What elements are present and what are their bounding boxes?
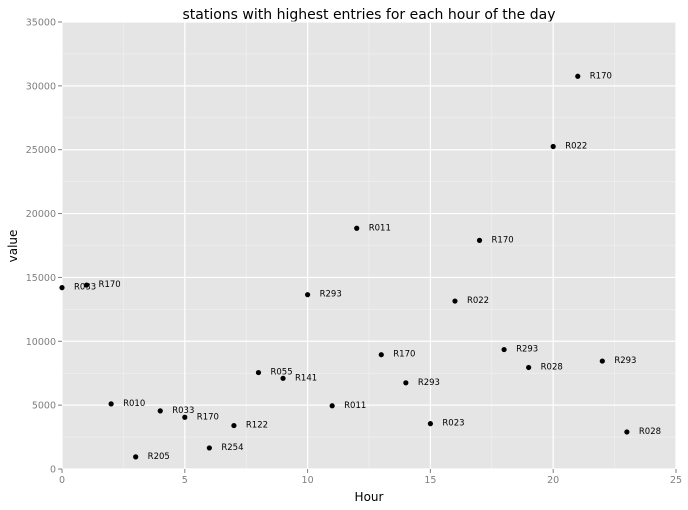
data-point (452, 298, 458, 304)
y-tick-label: 30000 (26, 81, 56, 92)
data-point-label: R122 (246, 421, 268, 431)
data-point-label: R205 (148, 452, 170, 462)
y-tick-label: 20000 (26, 209, 56, 220)
data-point (624, 429, 630, 435)
data-point (526, 364, 532, 371)
data-point (575, 73, 581, 79)
data-point (305, 292, 311, 298)
data-point-label: R028 (639, 427, 661, 437)
y-axis-label: value (6, 230, 20, 263)
data-point-label: R141 (295, 373, 317, 383)
data-point (476, 237, 483, 243)
data-point-label: R022 (467, 296, 489, 306)
data-point-label: R170 (197, 412, 219, 422)
data-point-label: R254 (221, 443, 243, 453)
y-axis-ticks: 0 5000 10000 15000 20000 25000 30000 35000 (26, 18, 62, 476)
data-point (378, 352, 384, 358)
x-tick-label: 5 (182, 475, 188, 486)
data-point (206, 445, 212, 451)
data-point (83, 282, 90, 288)
data-point-label: R170 (492, 235, 514, 245)
data-point (329, 403, 335, 409)
data-point-label: R033 (74, 283, 96, 293)
data-point (354, 225, 360, 231)
data-point-label: R293 (418, 378, 440, 388)
data-point (157, 408, 163, 414)
data-point-labels: R033 R170R010R205R033R170R254R122R055R141… (74, 71, 661, 462)
data-point-label: R011 (369, 223, 391, 233)
data-point (280, 375, 286, 381)
x-tick-label: 0 (59, 475, 65, 486)
y-tick-label: 5000 (32, 401, 56, 412)
data-point (182, 414, 188, 420)
data-points (59, 73, 630, 460)
data-point (255, 369, 262, 376)
data-point-label: R010 (123, 399, 145, 409)
y-tick-label: 25000 (26, 145, 56, 156)
x-tick-label: 15 (424, 475, 436, 486)
data-point-label: R170 (393, 350, 415, 360)
data-point-label: R033 (172, 406, 194, 416)
data-point (599, 358, 605, 364)
data-point-label: R055 (270, 368, 292, 378)
y-tick-label: 0 (50, 465, 56, 476)
data-point-label: R293 (516, 345, 538, 355)
data-point (427, 421, 433, 427)
chart-title: stations with highest entries for each h… (183, 7, 556, 23)
x-tick-label: 20 (547, 475, 559, 486)
y-tick-label: 15000 (26, 273, 56, 284)
data-point (403, 380, 409, 386)
data-point-label: R023 (442, 419, 464, 429)
x-tick-label: 10 (302, 475, 314, 486)
x-axis-label: Hour (355, 490, 384, 504)
data-point (133, 454, 139, 460)
major-gridlines (61, 21, 677, 470)
data-point-label: R170 (590, 71, 612, 81)
data-point (108, 401, 114, 407)
data-point (59, 285, 65, 291)
data-point (231, 422, 237, 429)
x-tick-label: 25 (670, 475, 682, 486)
data-point (501, 346, 507, 353)
y-tick-label: 35000 (26, 18, 56, 29)
data-point-label: R011 (344, 401, 366, 411)
data-point-label: R170 (99, 280, 121, 290)
y-tick-label: 10000 (26, 337, 56, 348)
data-point-label: R293 (614, 356, 636, 366)
x-axis-ticks: 0 5 10 15 20 25 (59, 469, 682, 486)
data-point (550, 143, 556, 150)
data-point-label: R022 (565, 142, 587, 152)
minor-gridlines (62, 22, 676, 469)
data-point-label: R028 (541, 362, 563, 372)
data-point-label: R293 (320, 290, 342, 300)
